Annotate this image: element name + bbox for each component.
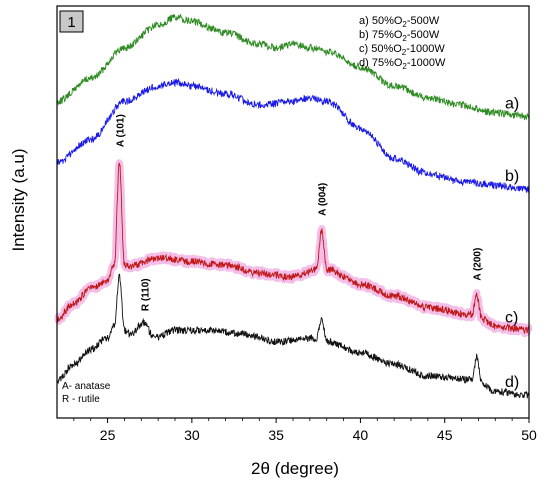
- peak-label-2: A (200): [473, 248, 484, 281]
- tick-layer: 25 30 35 40 45 50: [73, 418, 537, 443]
- curve-label-2: c): [505, 309, 518, 326]
- y-axis-title: Intensity (a.u): [9, 149, 28, 252]
- legend-entry-text: d) 75%O: [359, 57, 403, 69]
- x-tick-label: 40: [353, 427, 369, 443]
- panel-badge-box: [59, 10, 84, 33]
- glow-layer: [53, 159, 533, 338]
- series-line-2: [56, 162, 530, 334]
- x-tick-label: 35: [268, 427, 284, 443]
- legend-subscript: 2: [402, 62, 407, 71]
- peak-label-0: A (101): [115, 114, 126, 147]
- legend-entry-text: b) 75%O: [359, 29, 403, 41]
- legend-entry-text: c) 50%O: [359, 43, 402, 55]
- x-tick-label: 50: [521, 427, 537, 443]
- series-line-3: [56, 273, 530, 399]
- phase-note-rutile: R - rutile: [62, 394, 100, 405]
- phase-notes: A- anatase R - rutile: [62, 381, 111, 405]
- series-line-1: [56, 77, 530, 193]
- peak-label-3: R (110): [141, 278, 152, 311]
- curve-label-1: b): [505, 168, 519, 185]
- series-line-0: [56, 13, 530, 121]
- legend-entry-3: d) 75%O2-1000W: [359, 57, 446, 71]
- series-glow-2: [53, 159, 533, 338]
- plot-frame: [56, 5, 530, 419]
- legend-entry-suffix: -1000W: [407, 57, 446, 69]
- legend-subscript: 2: [402, 34, 407, 43]
- series-layer: [56, 13, 530, 399]
- x-axis-title: 2θ (degree): [251, 459, 339, 478]
- legend-entry-2: c) 50%O2-1000W: [359, 43, 445, 57]
- curve-label-3: d): [505, 374, 519, 391]
- legend-entry-suffix: -500W: [407, 29, 440, 41]
- curve-label-0: a): [505, 96, 519, 113]
- legend-entry-suffix: -1000W: [406, 43, 445, 55]
- x-tick-label: 30: [184, 427, 200, 443]
- peak-labels: A (101) A (004) A (200) R (110): [115, 114, 483, 311]
- x-tick-label: 45: [437, 427, 453, 443]
- curve-labels: a) b) c) d): [505, 96, 519, 391]
- panel-badge: 1: [59, 10, 84, 33]
- x-tick-label: 25: [100, 427, 116, 443]
- legend-subscript: 2: [402, 20, 407, 29]
- legend-entry-suffix: -500W: [407, 15, 440, 27]
- legend-entry-text: a) 50%O: [359, 15, 403, 27]
- panel-label: 1: [67, 14, 75, 31]
- phase-note-anatase: A- anatase: [62, 381, 111, 392]
- legend-entry-0: a) 50%O2-500W: [359, 15, 440, 29]
- peak-label-1: A (004): [318, 183, 329, 216]
- legend-subscript: 2: [402, 48, 407, 57]
- legend-entry-1: b) 75%O2-500W: [359, 29, 440, 43]
